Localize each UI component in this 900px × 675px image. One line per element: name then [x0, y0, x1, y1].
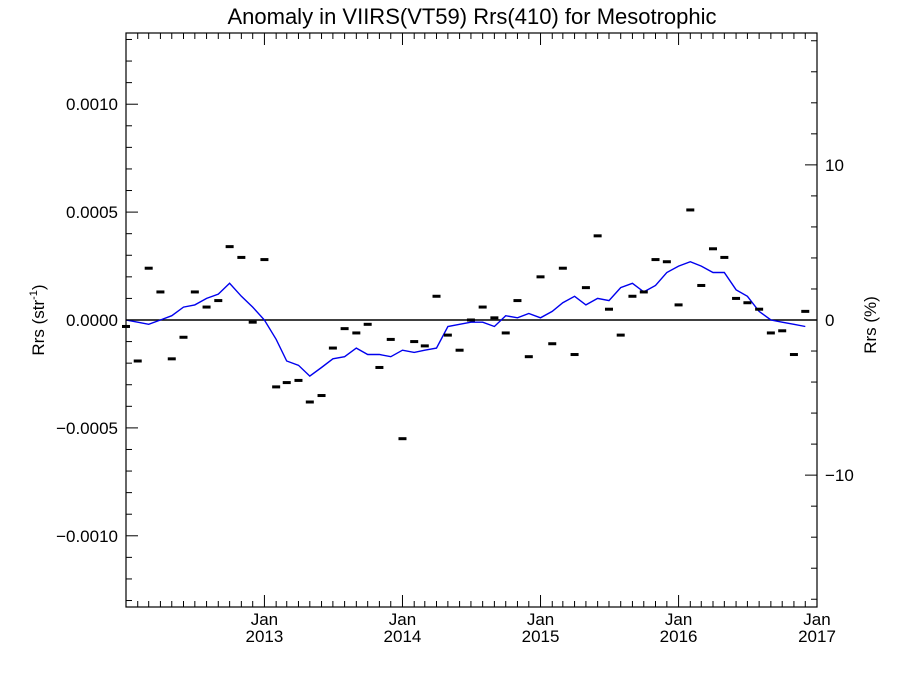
anomaly-point — [789, 353, 798, 357]
anomaly-point — [662, 260, 671, 264]
anomaly-point — [214, 299, 223, 303]
anomaly-point — [466, 318, 475, 322]
anomaly-point — [501, 331, 510, 335]
anomaly-point — [755, 307, 764, 311]
running-mean-group — [125, 260, 806, 378]
x-tick-label-year: 2014 — [384, 627, 422, 646]
x-tick-label-year: 2016 — [660, 627, 698, 646]
y-right-tick-label: 0 — [825, 311, 834, 330]
anomaly-point — [581, 286, 590, 290]
anomaly-point — [190, 290, 199, 294]
anomaly-point — [513, 299, 522, 303]
x-tick-label-month: Jan — [803, 610, 830, 629]
anomaly-point — [778, 329, 787, 333]
x-tick-label-month: Jan — [389, 610, 416, 629]
anomaly-point — [639, 290, 648, 294]
y-axis-left-label-superscript: -1 — [28, 290, 40, 300]
anomaly-point — [628, 294, 637, 298]
anomaly-point — [524, 355, 533, 359]
anomaly-point — [674, 303, 683, 307]
y-left-tick-label: −0.0010 — [56, 527, 118, 546]
anomaly-point — [248, 320, 257, 324]
anomaly-point — [317, 394, 326, 398]
y-axis-right-label: Rrs (%) — [861, 296, 880, 354]
anomaly-point — [340, 327, 349, 331]
x-tick-label-year: 2015 — [522, 627, 560, 646]
anomaly-point — [443, 333, 452, 337]
anomaly-point — [179, 335, 188, 339]
y-right-tick-label: −10 — [825, 466, 854, 485]
anomaly-point — [272, 385, 281, 389]
anomaly-point — [156, 290, 165, 294]
anomaly-point — [420, 344, 429, 348]
x-tick-label-year: 2013 — [246, 627, 284, 646]
y-axis-left-label: Rrs (str-1) — [28, 284, 48, 355]
anomaly-point — [386, 337, 395, 341]
axis-ticks-group — [125, 33, 818, 607]
anomaly-point — [478, 305, 487, 309]
anomaly-point — [294, 378, 303, 382]
y-left-tick-label: −0.0005 — [56, 419, 118, 438]
y-left-tick-label: 0.0010 — [66, 95, 118, 114]
y-right-tick-label: 10 — [825, 156, 844, 175]
anomaly-point — [766, 331, 775, 335]
anomaly-point — [432, 294, 441, 298]
anomaly-point — [616, 333, 625, 337]
anomaly-point — [260, 258, 269, 262]
anomaly-point — [328, 346, 337, 350]
anomaly-point — [133, 359, 142, 363]
anomaly-point — [593, 234, 602, 238]
anomaly-point — [363, 322, 372, 326]
anomaly-point — [237, 255, 246, 259]
axis-tick-labels-group: Jan2013Jan2014Jan2015Jan2016Jan20170.001… — [56, 95, 854, 646]
anomaly-point — [398, 437, 407, 441]
anomaly-points-group — [122, 208, 810, 441]
y-left-tick-label: 0.0000 — [66, 311, 118, 330]
anomaly-point — [697, 283, 706, 287]
anomaly-point — [375, 365, 384, 369]
y-left-tick-label: 0.0005 — [66, 203, 118, 222]
running-mean-line — [125, 260, 806, 378]
anomaly-point — [720, 255, 729, 259]
anomaly-point — [604, 307, 613, 311]
anomaly-point — [225, 245, 234, 249]
anomaly-point — [202, 305, 211, 309]
chart-title: Anomaly in VIIRS(VT59) Rrs(410) for Meso… — [227, 4, 716, 29]
anomaly-point — [455, 348, 464, 352]
anomaly-point — [708, 247, 717, 251]
x-tick-label-month: Jan — [665, 610, 692, 629]
anomaly-point — [536, 275, 545, 279]
x-tick-label-month: Jan — [527, 610, 554, 629]
anomaly-point — [548, 342, 557, 346]
anomaly-point — [410, 340, 419, 344]
anomaly-point — [144, 266, 153, 270]
anomaly-point — [558, 266, 567, 270]
y-axis-left-label-main: Rrs (str — [29, 300, 48, 356]
anomaly-point — [732, 296, 741, 300]
anomaly-point — [801, 309, 810, 313]
anomaly-point — [282, 381, 291, 385]
anomaly-point — [490, 316, 499, 320]
anomaly-point — [570, 353, 579, 357]
anomaly-point — [305, 400, 314, 404]
y-axis-left-label-close: ) — [29, 284, 48, 290]
x-tick-label-month: Jan — [251, 610, 278, 629]
anomaly-point — [743, 301, 752, 305]
anomaly-point — [651, 258, 660, 262]
anomaly-point — [352, 331, 361, 335]
x-tick-label-year: 2017 — [798, 627, 836, 646]
anomaly-point — [167, 357, 176, 361]
anomaly-point — [686, 208, 695, 212]
